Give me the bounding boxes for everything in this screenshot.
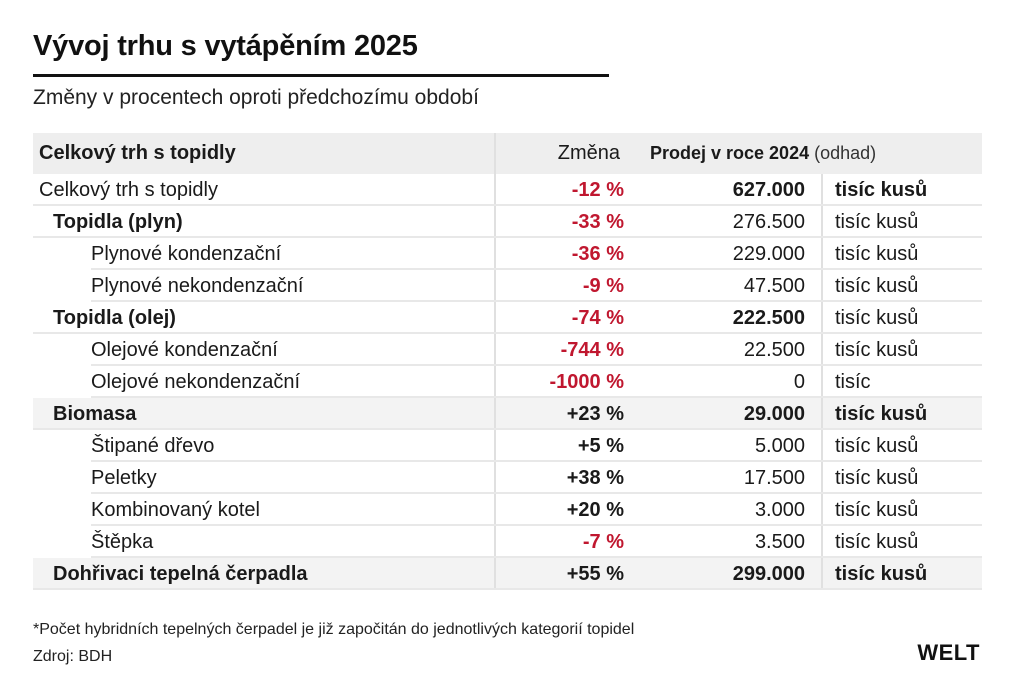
row-unit: tisíc kusů	[835, 210, 919, 233]
row-divider	[91, 492, 982, 494]
source-note: Zdroj: BDH	[33, 648, 113, 665]
row-divider	[91, 268, 982, 270]
row-change: -12 %	[571, 178, 624, 201]
row-change: +20 %	[566, 498, 624, 521]
row-change: +55 %	[566, 562, 624, 585]
row-unit: tisíc kusů	[835, 306, 919, 329]
row-unit: tisíc kusů	[835, 530, 919, 553]
row-value: 29.000	[626, 398, 823, 430]
row-label: Kombinovaný kotel	[33, 494, 496, 526]
table-row: Peletky +38 % 17.500 tisíc kusů	[33, 462, 982, 494]
heating-market-table: Celkový trh s topidly Změna Prodej v roc…	[33, 133, 982, 590]
row-change: -744 %	[560, 338, 624, 361]
row-value: 17.500	[626, 462, 823, 494]
row-divider	[33, 204, 982, 206]
row-divider	[91, 460, 982, 462]
table-row: Kombinovaný kotel +20 % 3.000 tisíc kusů	[33, 494, 982, 526]
row-divider	[33, 428, 982, 430]
row-label: Olejové nekondenzační	[33, 366, 496, 398]
welt-logo: WELT	[917, 640, 980, 665]
row-value: 0	[626, 366, 823, 398]
row-unit: tisíc kusů	[835, 338, 919, 361]
row-value: 229.000	[626, 238, 823, 270]
row-value: 22.500	[626, 334, 823, 366]
row-label: Topidla (plyn)	[33, 206, 496, 238]
table-row: Štipané dřevo +5 % 5.000 tisíc kusů	[33, 430, 982, 462]
table-row: Olejové kondenzační -744 % 22.500 tisíc kus…	[33, 334, 982, 366]
row-value: 276.500	[626, 206, 823, 238]
row-unit: tisíc kusů	[835, 562, 928, 585]
row-value: 222.500	[626, 302, 823, 334]
row-unit: tisíc kusů	[835, 434, 919, 457]
row-change: +5 %	[577, 434, 624, 457]
row-label: Peletky	[33, 462, 496, 494]
table-row: Dohřivaci tepelná čerpadla +55 % 299.000 ti…	[33, 558, 982, 590]
table-row: Štěpka -7 % 3.500 tisíc kusů	[33, 526, 982, 558]
table-body: Celkový trh s topidly -12 % 627.000 tisíc k…	[33, 174, 982, 590]
table-row: Celkový trh s topidly -12 % 627.000 tisíc k…	[33, 174, 982, 206]
row-divider	[91, 524, 982, 526]
table-header-row: Celkový trh s topidly Změna Prodej v roc…	[33, 133, 982, 174]
row-label: Dohřivaci tepelná čerpadla	[33, 558, 496, 590]
row-label: Plynové kondenzační	[33, 238, 496, 270]
row-change: -36 %	[571, 242, 624, 265]
table-row: Plynové kondenzační -36 % 229.000 tisíc kus…	[33, 238, 982, 270]
row-label: Olejové kondenzační	[33, 334, 496, 366]
row-unit: tisíc kusů	[835, 178, 928, 201]
row-value: 299.000	[626, 558, 823, 590]
table-row: Topidla (olej) -74 % 222.500 tisíc kusů	[33, 302, 982, 334]
row-divider	[91, 556, 982, 558]
row-change: -1000 %	[549, 370, 625, 393]
table-row: Plynové nekondenzační -9 % 47.500 tisíc kus…	[33, 270, 982, 302]
row-unit: tisíc kusů	[835, 466, 919, 489]
row-divider	[33, 332, 982, 334]
row-label: Štipané dřevo	[33, 430, 496, 462]
row-value: 5.000	[626, 430, 823, 462]
row-change: -9 %	[582, 274, 624, 297]
row-unit: tisíc kusů	[835, 242, 919, 265]
row-value: 627.000	[626, 174, 823, 206]
row-unit: tisíc	[835, 370, 871, 393]
row-divider	[33, 588, 982, 590]
row-unit: tisíc kusů	[835, 498, 919, 521]
table-row: Biomasa +23 % 29.000 tisíc kusů	[33, 398, 982, 430]
row-divider	[91, 300, 982, 302]
page-title: Vývoj trhu s vytápěním 2025	[33, 30, 418, 62]
table-row: Topidla (plyn) -33 % 276.500 tisíc kusů	[33, 206, 982, 238]
row-divider	[91, 396, 982, 398]
header-sales-note: (odhad)	[814, 143, 877, 163]
row-label: Biomasa	[33, 398, 496, 430]
row-value: 3.500	[626, 526, 823, 558]
table-row: Olejové nekondenzační -1000 % 0 tisíc	[33, 366, 982, 398]
row-unit: tisíc kusů	[835, 402, 928, 425]
header-category: Celkový trh s topidly	[33, 133, 496, 174]
header-change: Změna	[557, 142, 620, 164]
row-change: +23 %	[566, 402, 624, 425]
row-label: Plynové nekondenzační	[33, 270, 496, 302]
row-unit: tisíc kusů	[835, 274, 919, 297]
page-subtitle: Změny v procentech oproti předchozímu ob…	[33, 86, 479, 109]
row-change: -33 %	[571, 210, 624, 233]
row-divider	[33, 236, 982, 238]
row-divider	[91, 364, 982, 366]
row-change: -74 %	[571, 306, 624, 329]
row-value: 47.500	[626, 270, 823, 302]
header-sales: Prodej v roce 2024 (odhad)	[626, 143, 876, 164]
row-change: +38 %	[566, 466, 624, 489]
row-label: Celkový trh s topidly	[33, 174, 496, 206]
row-value: 3.000	[626, 494, 823, 526]
header-sales-label: Prodej v roce 2024	[650, 143, 810, 163]
footnote: *Počet hybridních tepelných čerpadel je …	[33, 621, 635, 638]
row-label: Štěpka	[33, 526, 496, 558]
row-change: -7 %	[582, 530, 624, 553]
row-label: Topidla (olej)	[33, 302, 496, 334]
title-divider	[33, 74, 609, 77]
